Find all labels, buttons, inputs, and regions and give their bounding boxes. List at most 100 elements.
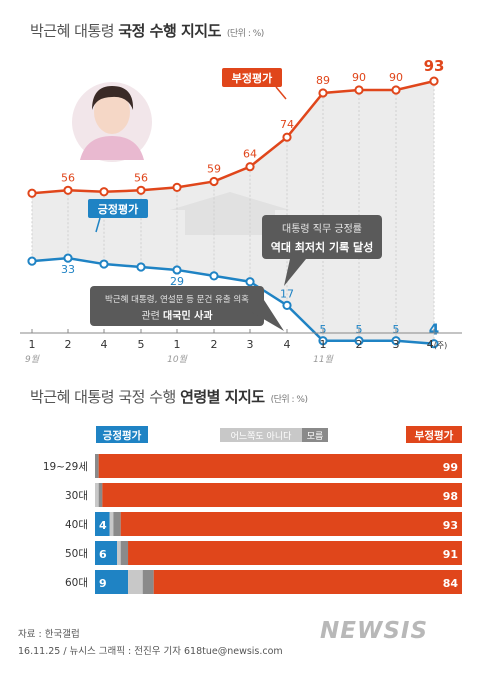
negative-point	[318, 88, 328, 98]
bar-segment-unknown	[95, 454, 99, 478]
apology-callout	[90, 286, 264, 326]
positive-bar-value: 4	[99, 519, 107, 532]
negative-point	[391, 85, 401, 95]
bar-segment-neutral	[95, 483, 99, 507]
bar-segment-negative	[120, 512, 462, 536]
negative-series-name: 부정평가	[232, 71, 272, 85]
portrait-jacket	[80, 136, 144, 160]
month-label: 11월	[313, 354, 333, 365]
month-label: 9월	[25, 354, 40, 365]
watermark-building	[185, 210, 275, 235]
negative-series-tag	[222, 68, 282, 87]
apology-callout-line1: 박근혜 대통령, 연설문 등 문건 유출 의혹	[105, 294, 249, 305]
positive-value-label: 29	[170, 275, 184, 288]
negative-series-line	[31, 79, 435, 195]
portrait-hair	[92, 86, 134, 110]
x-tick-label: 2	[356, 338, 363, 351]
age-category-label: 60대	[65, 577, 88, 589]
top-chart-title: 박근혜 대통령 국정 수행 지지도 (단위 : %)	[30, 20, 264, 41]
bottom-title-bold: 연령별 지지도	[180, 388, 265, 406]
bar-segment-neutral	[117, 541, 121, 565]
x-tick-label: 1	[320, 338, 327, 351]
negative-value-label: 89	[316, 74, 330, 87]
negative-tag-pointer	[275, 86, 287, 100]
negative-point	[245, 162, 255, 172]
bar-segment-unknown	[142, 570, 154, 594]
negative-value-label: 74	[280, 118, 294, 131]
positive-point	[27, 256, 37, 266]
positive-point	[63, 253, 73, 263]
legend-neutral-box	[220, 428, 302, 442]
credit-line: 16.11.25 / 뉴시스 그래픽 : 전진우 기자 618tue@newsi…	[18, 646, 283, 657]
record-callout-pointer	[284, 259, 306, 286]
positive-bar-value: 6	[99, 548, 107, 561]
negative-point	[27, 188, 37, 198]
bar-segment-negative	[128, 541, 462, 565]
negative-bar-value: 98	[443, 490, 458, 503]
x-tick-label: 5	[138, 338, 145, 351]
positive-bar-value: 9	[99, 577, 107, 590]
positive-point	[429, 339, 439, 349]
negative-value-label: 90	[389, 71, 403, 84]
legend-negative-box	[406, 426, 462, 443]
positive-value-label: 17	[280, 287, 294, 300]
bar-segment-negative	[98, 454, 463, 478]
apology-callout-line2: 관련 대국민 사과	[141, 309, 213, 322]
x-tick-label: 1	[29, 338, 36, 351]
portrait-face	[94, 90, 130, 134]
record-callout-line1: 대통령 직무 긍정률	[282, 223, 362, 235]
age-category-label: 40대	[65, 519, 88, 531]
x-tick-label: 4	[101, 338, 108, 351]
legend-positive-box	[96, 426, 148, 443]
negative-value-label: 64	[243, 148, 257, 161]
legend-unknown-label: 모름	[307, 431, 324, 442]
legend-positive-label: 긍정평가	[103, 429, 142, 442]
newsis-logo: NEWSIS	[320, 618, 429, 644]
bar-segment-unknown	[120, 541, 129, 565]
positive-point	[391, 336, 401, 346]
negative-point	[136, 185, 146, 195]
bottom-title-unit: (단위 : %)	[270, 395, 308, 405]
bar-segment-negative	[102, 483, 462, 507]
negative-value-label: 90	[352, 71, 366, 84]
positive-point	[172, 265, 182, 275]
legend-unknown-box	[302, 428, 328, 442]
negative-bar-value: 99	[443, 461, 458, 474]
apology-line2-bold: 대국민 사과	[163, 309, 213, 322]
x-tick-label: 4(주)	[427, 338, 448, 351]
top-title-prefix: 박근혜 대통령	[30, 22, 119, 40]
record-low-callout	[262, 215, 382, 259]
bar-segment-positive	[95, 512, 110, 536]
positive-point	[245, 277, 255, 287]
negative-bar-value: 93	[443, 519, 458, 532]
x-tick-label: 2	[211, 338, 218, 351]
negative-bar-value: 84	[443, 577, 459, 590]
bar-segment-negative	[153, 570, 462, 594]
negative-point	[209, 176, 219, 187]
legend-negative-label: 부정평가	[415, 429, 454, 442]
negative-point	[172, 182, 182, 192]
positive-point	[354, 336, 364, 346]
watermark-roof	[170, 192, 290, 210]
negative-value-label: 56	[61, 171, 75, 184]
age-category-label: 50대	[65, 548, 88, 560]
x-tick-label: 2	[65, 338, 72, 351]
positive-point	[136, 262, 146, 272]
bar-segment-neutral	[128, 570, 143, 594]
negative-value-label: 56	[134, 171, 148, 184]
x-tick-number: 4	[427, 338, 434, 351]
positive-point	[99, 259, 109, 269]
positive-tag-pointer	[95, 217, 101, 233]
apology-callout-pointer	[248, 300, 284, 331]
negative-point	[282, 132, 292, 142]
positive-series-tag	[88, 199, 148, 218]
source-line: 자료 : 한국갤럽	[18, 629, 80, 640]
bar-segment-unknown	[98, 483, 103, 507]
negative-value-label: 93	[424, 57, 445, 75]
positive-point	[209, 271, 219, 281]
month-label: 10월	[167, 354, 187, 365]
x-tick-unit: (주)	[434, 341, 448, 350]
bottom-title-prefix: 박근혜 대통령 국정 수행	[30, 388, 181, 406]
legend-neutral-label: 어느쪽도 아니다	[231, 431, 293, 442]
